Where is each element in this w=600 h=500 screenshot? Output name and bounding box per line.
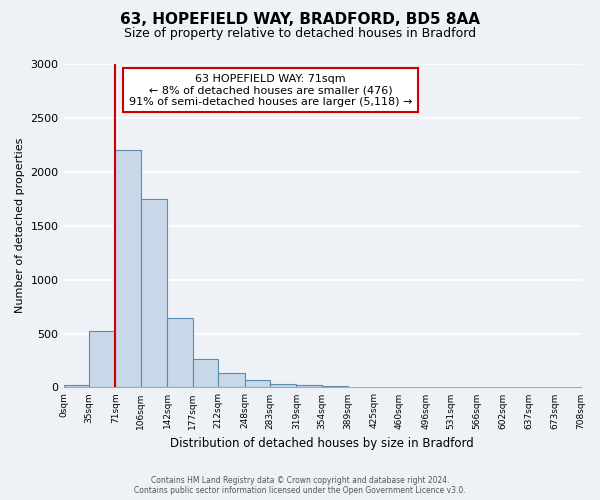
Bar [322,386,347,388]
X-axis label: Distribution of detached houses by size in Bradford: Distribution of detached houses by size … [170,437,474,450]
Bar [218,374,245,388]
Bar [115,150,141,388]
Bar [347,387,374,388]
Bar [89,332,115,388]
Text: Contains HM Land Registry data © Crown copyright and database right 2024.
Contai: Contains HM Land Registry data © Crown c… [134,476,466,495]
Text: 63 HOPEFIELD WAY: 71sqm
← 8% of detached houses are smaller (476)
91% of semi-de: 63 HOPEFIELD WAY: 71sqm ← 8% of detached… [128,74,412,107]
Bar [245,380,270,388]
Y-axis label: Number of detached properties: Number of detached properties [15,138,25,314]
Bar [193,360,218,388]
Bar [64,386,89,388]
Bar [167,318,193,388]
Bar [296,386,322,388]
Text: 63, HOPEFIELD WAY, BRADFORD, BD5 8AA: 63, HOPEFIELD WAY, BRADFORD, BD5 8AA [120,12,480,28]
Text: Size of property relative to detached houses in Bradford: Size of property relative to detached ho… [124,28,476,40]
Bar [141,199,167,388]
Bar [270,384,296,388]
